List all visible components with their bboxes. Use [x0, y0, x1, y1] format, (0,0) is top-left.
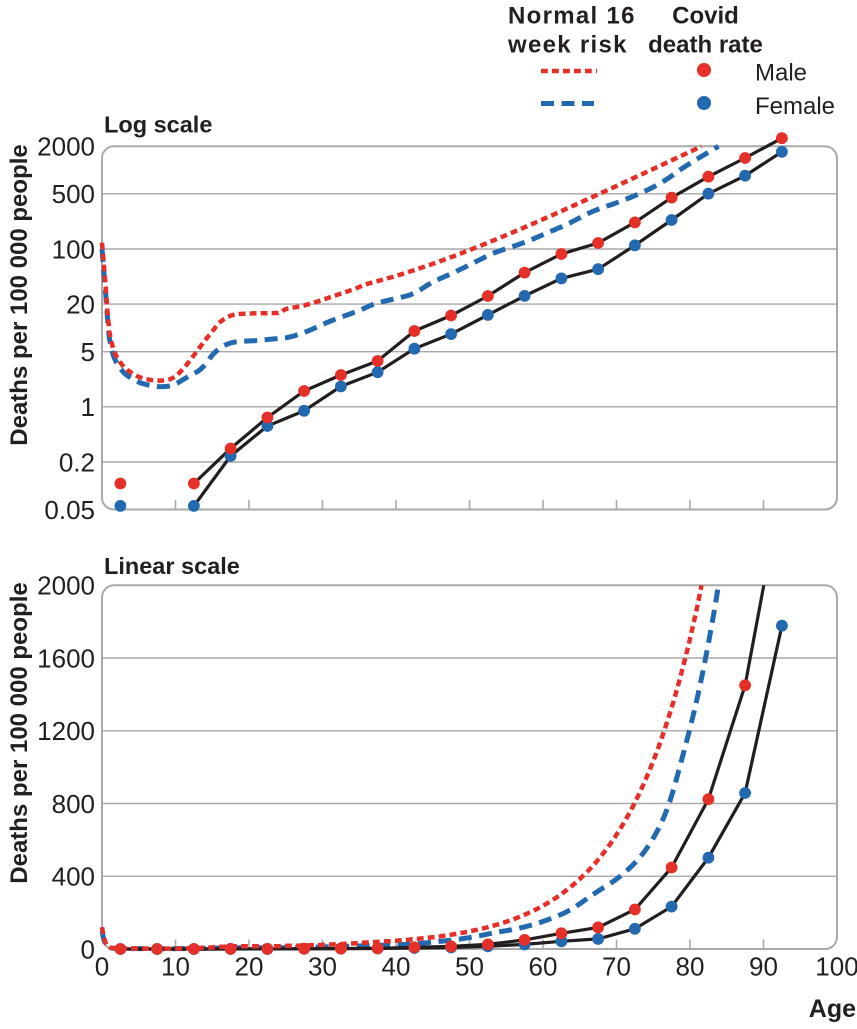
svg-text:50: 50: [455, 951, 484, 981]
svg-text:Female: Female: [755, 93, 835, 120]
svg-text:5: 5: [81, 337, 95, 367]
svg-text:20: 20: [66, 289, 95, 319]
svg-text:week risk: week risk: [507, 31, 628, 58]
svg-text:800: 800: [52, 789, 95, 819]
svg-text:10: 10: [161, 951, 190, 981]
svg-text:30: 30: [308, 951, 337, 981]
svg-text:0.2: 0.2: [59, 447, 95, 477]
svg-text:100: 100: [815, 951, 857, 981]
svg-text:80: 80: [676, 951, 705, 981]
svg-text:Deaths per 100 000 people: Deaths per 100 000 people: [6, 582, 33, 883]
svg-text:Age: Age: [809, 995, 856, 1023]
svg-text:Male: Male: [755, 60, 807, 87]
svg-text:60: 60: [529, 951, 558, 981]
svg-text:1600: 1600: [37, 643, 95, 673]
svg-text:90: 90: [749, 951, 778, 981]
svg-text:70: 70: [602, 951, 631, 981]
svg-text:1: 1: [81, 392, 95, 422]
svg-text:death rate: death rate: [648, 31, 763, 58]
svg-text:Log scale: Log scale: [104, 112, 212, 138]
svg-text:Covid: Covid: [672, 2, 739, 29]
svg-text:Deaths per 100 000 people: Deaths per 100 000 people: [6, 144, 33, 445]
svg-text:0: 0: [95, 951, 109, 981]
svg-text:2000: 2000: [37, 571, 95, 601]
svg-text:Linear scale: Linear scale: [104, 553, 240, 579]
svg-text:40: 40: [382, 951, 411, 981]
svg-text:500: 500: [52, 179, 95, 209]
svg-text:100: 100: [52, 234, 95, 264]
svg-text:1200: 1200: [37, 716, 95, 746]
svg-text:0: 0: [81, 934, 95, 964]
svg-text:20: 20: [235, 951, 264, 981]
svg-text:Normal 16: Normal 16: [508, 2, 636, 29]
svg-text:2000: 2000: [37, 132, 95, 162]
svg-text:400: 400: [52, 862, 95, 892]
svg-text:0.05: 0.05: [44, 495, 95, 525]
